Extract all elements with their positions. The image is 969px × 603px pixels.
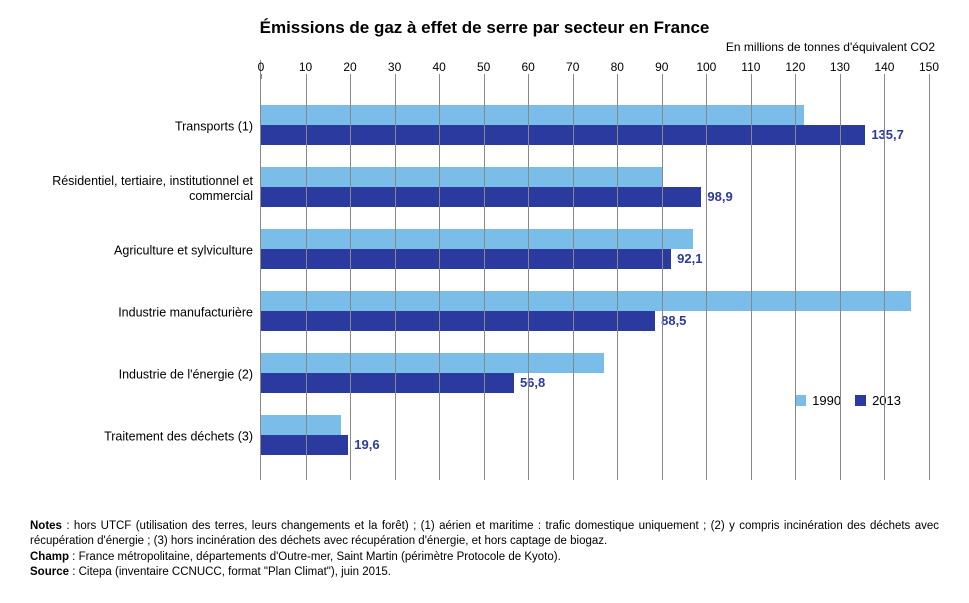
bar-1990: [261, 291, 911, 311]
chart-category-row: Résidentiel, tertiaire, institutionnel e…: [261, 158, 929, 220]
bar-2013: 98,9: [261, 187, 701, 207]
x-tick-label: 10: [299, 60, 312, 74]
gridline: [617, 78, 618, 480]
x-tick-mark: [261, 74, 262, 79]
gridline: [484, 78, 485, 480]
x-tick-label: 150: [919, 60, 939, 74]
bar-2013: 92,1: [261, 249, 671, 269]
gridline: [573, 78, 574, 480]
gridline: [795, 78, 796, 480]
bar-2013: 88,5: [261, 311, 655, 331]
legend-swatch: [855, 395, 866, 406]
x-tick-label: 70: [566, 60, 579, 74]
x-tick-label: 120: [785, 60, 805, 74]
legend-label: 2013: [872, 393, 901, 408]
x-tick-label: 130: [830, 60, 850, 74]
chart-title: Émissions de gaz à effet de serre par se…: [30, 18, 939, 38]
chart-plot-area: Transports (1)135,7Résidentiel, tertiair…: [260, 60, 929, 480]
gridline: [840, 78, 841, 480]
category-label: Industrie de l'énergie (2): [36, 368, 261, 383]
x-tick-label: 60: [522, 60, 535, 74]
x-tick-label: 100: [696, 60, 716, 74]
chart-subtitle: En millions de tonnes d'équivalent CO2: [30, 40, 939, 54]
category-label: Résidentiel, tertiaire, institutionnel e…: [36, 174, 261, 204]
gridline: [884, 78, 885, 480]
chart-category-row: Industrie manufacturière88,5: [261, 282, 929, 344]
footer-notes: Notes : hors UTCF (utilisation des terre…: [30, 519, 939, 550]
bar-value-label: 92,1: [671, 249, 702, 269]
legend-label: 1990: [812, 393, 841, 408]
footer-champ: Champ : France métropolitaine, départeme…: [30, 550, 939, 566]
chart-footer: Notes : hors UTCF (utilisation des terre…: [30, 519, 939, 581]
bar-value-label: 19,6: [348, 435, 379, 455]
bar-1990: [261, 167, 662, 187]
chart-bars-container: Transports (1)135,7Résidentiel, tertiair…: [261, 96, 929, 480]
footer-source: Source : Citepa (inventaire CCNUCC, form…: [30, 565, 939, 581]
x-tick-label: 80: [611, 60, 624, 74]
bar-1990: [261, 353, 604, 373]
x-tick-label: 20: [343, 60, 356, 74]
chart-category-row: Transports (1)135,7: [261, 96, 929, 158]
gridline: [528, 78, 529, 480]
x-tick-label: 110: [741, 60, 760, 74]
x-tick-label: 40: [432, 60, 445, 74]
category-label: Industrie manufacturière: [36, 306, 261, 321]
bar-2013: 56,8: [261, 373, 514, 393]
gridline: [706, 78, 707, 480]
x-tick-label: 140: [874, 60, 894, 74]
gridline: [350, 78, 351, 480]
x-tick-label: 0: [258, 60, 265, 74]
bar-1990: [261, 229, 693, 249]
chart-category-row: Traitement des déchets (3)19,6: [261, 406, 929, 468]
chart-legend: 1990 2013: [795, 393, 909, 408]
chart-category-row: Agriculture et sylviculture92,1: [261, 220, 929, 282]
gridline: [439, 78, 440, 480]
legend-swatch: [795, 395, 806, 406]
gridline: [929, 78, 930, 480]
x-tick-label: 30: [388, 60, 401, 74]
category-label: Agriculture et sylviculture: [36, 244, 261, 259]
x-tick-label: 90: [655, 60, 668, 74]
category-label: Traitement des déchets (3): [36, 430, 261, 445]
bar-value-label: 56,8: [514, 373, 545, 393]
gridline: [306, 78, 307, 480]
x-tick-label: 50: [477, 60, 490, 74]
bar-1990: [261, 105, 804, 125]
bar-value-label: 88,5: [655, 311, 686, 331]
bar-2013: 135,7: [261, 125, 865, 145]
gridline: [751, 78, 752, 480]
gridline: [395, 78, 396, 480]
category-label: Transports (1): [36, 120, 261, 135]
gridline: [662, 78, 663, 480]
bar-1990: [261, 415, 341, 435]
